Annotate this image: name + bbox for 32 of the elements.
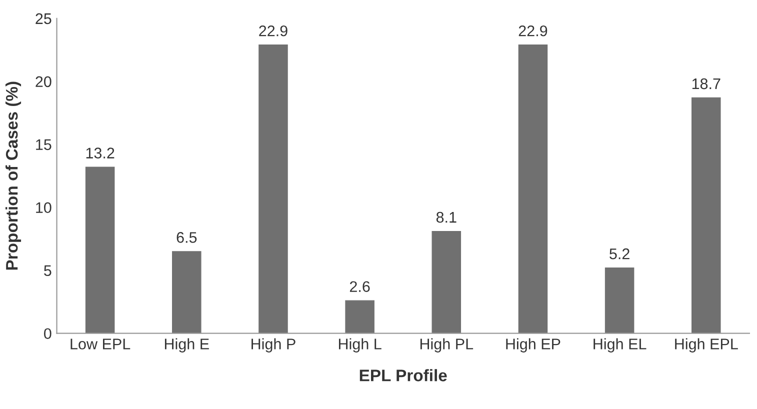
bar (692, 97, 721, 334)
x-tick-label: High E (164, 338, 209, 352)
bar (258, 44, 288, 334)
x-axis-title: EPL Profile (360, 369, 447, 382)
y-axis-title: Proportion of Cases (%) (5, 82, 22, 270)
data-label: 2.6 (350, 281, 370, 292)
data-label: 5.2 (610, 248, 630, 260)
y-tick-label: 20 (36, 76, 52, 88)
x-tick-label: High P (252, 338, 296, 352)
x-tick-label: Low EPL (70, 338, 130, 350)
x-tick-label: High EL (594, 338, 646, 352)
data-label: 6.5 (176, 232, 197, 243)
x-tick-label: High PL (420, 338, 474, 352)
y-tick-label: 25 (36, 13, 52, 24)
y-tick-label: 10 (36, 202, 52, 214)
bar (85, 166, 115, 334)
data-label: 13.2 (86, 148, 114, 158)
bar (518, 44, 548, 334)
data-label: 18.7 (692, 78, 720, 90)
bar (432, 230, 462, 334)
bar (172, 251, 202, 334)
x-tick-label: High EPL (675, 338, 738, 352)
bar (604, 267, 634, 334)
x-tick-label: High EP (506, 338, 560, 352)
y-tick-label: 5 (44, 265, 52, 276)
data-label: 8.1 (436, 212, 456, 223)
data-label: 22.9 (259, 25, 288, 36)
y-tick-label: 15 (36, 139, 52, 150)
bar (345, 300, 374, 334)
x-tick-label: High L (338, 338, 382, 352)
y-tick-label: 0 (44, 328, 52, 340)
data-label: 22.9 (518, 25, 548, 36)
